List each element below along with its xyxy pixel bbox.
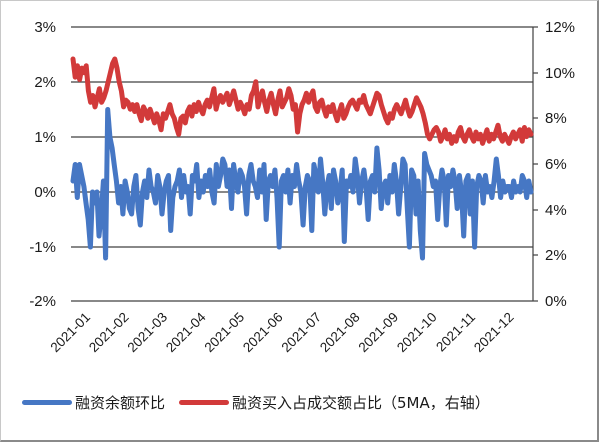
x-axis-ticks: 2021-012021-022021-032021-042021-052021-… (47, 309, 516, 355)
left-tick-label: 2% (34, 74, 56, 91)
left-tick-label: -2% (29, 293, 56, 310)
right-tick-label: 8% (545, 110, 567, 127)
x-tick-label: 2021-07 (278, 310, 324, 356)
legend-swatch-red (179, 400, 230, 405)
x-tick-label: 2021-10 (394, 310, 440, 356)
x-tick-label: 2021-02 (86, 310, 132, 356)
x-tick-label: 2021-01 (47, 310, 93, 356)
x-tick-label: 2021-04 (163, 309, 209, 355)
chart-legend: 融资余额环比 融资买入占成交额占比（5MA，右轴） (22, 392, 504, 413)
left-tick-label: 1% (34, 129, 56, 146)
left-tick-label: 0% (34, 184, 56, 201)
right-axis: 12% 10% 8% 6% 4% 2% 0% (532, 19, 575, 310)
x-tick-label: 2021-06 (240, 310, 286, 356)
left-tick-label: -1% (29, 239, 56, 256)
legend-label: 融资买入占成交额占比（5MA，右轴） (232, 394, 490, 412)
x-tick-label: 2021-11 (433, 310, 478, 355)
legend-item-margin-buy-share: 融资买入占成交额占比（5MA，右轴） (179, 392, 490, 413)
left-axis-ticks: 3% 2% 1% 0% -1% -2% (29, 19, 56, 310)
series-margin-balance-mom-line (70, 107, 534, 261)
x-tick-label: 2021-05 (201, 310, 247, 356)
x-tick-label: 2021-03 (124, 310, 170, 356)
right-tick-label: 6% (545, 156, 567, 173)
legend-label: 融资余额环比 (75, 394, 166, 412)
gridlines (71, 26, 533, 302)
series-margin-buy-share-line (70, 56, 534, 146)
x-tick-label: 2021-12 (471, 310, 517, 356)
x-tick-label: 2021-08 (317, 310, 363, 356)
right-tick-label: 2% (545, 247, 567, 264)
right-tick-label: 10% (545, 65, 575, 82)
right-tick-label: 4% (545, 202, 567, 219)
left-tick-label: 3% (34, 19, 56, 36)
x-tick-label: 2021-09 (355, 310, 401, 356)
right-tick-label: 0% (545, 293, 567, 310)
legend-item-margin-balance-mom: 融资余额环比 (22, 392, 165, 413)
right-tick-label: 12% (545, 19, 575, 36)
legend-swatch-blue (22, 400, 72, 405)
